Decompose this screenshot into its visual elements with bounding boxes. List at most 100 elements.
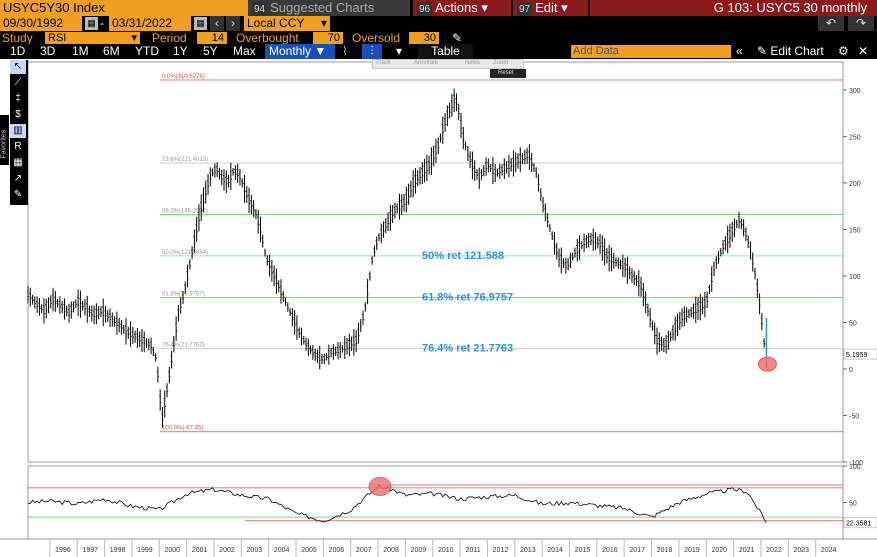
trend-icon[interactable]: ↗	[13, 173, 23, 184]
start-date-field[interactable]: 09/30/1992	[0, 16, 82, 31]
suggested-charts-button[interactable]: 94 Suggested Charts	[248, 0, 410, 18]
favorites-tab[interactable]: Favorites	[0, 115, 9, 165]
bar-chart-icon[interactable]: ⫶	[362, 44, 382, 59]
calendar-icon[interactable]: ▦	[194, 17, 207, 30]
calendar-icon[interactable]: ▦	[85, 17, 98, 30]
line-tool-icon[interactable]: ⟋	[14, 77, 22, 88]
next-arrow-icon[interactable]: ›	[226, 16, 240, 31]
rsi-last-value-label: 22.3581	[846, 521, 871, 528]
frequency-label: Monthly	[269, 44, 312, 58]
chevron-down-icon: ▾	[131, 32, 137, 44]
x-tick-label: 2010	[438, 547, 454, 554]
prev-arrow-icon[interactable]: ‹	[210, 16, 224, 31]
x-tick-label: 2009	[411, 547, 427, 554]
y-tick-label: 250	[849, 134, 861, 141]
chart-area[interactable]: -100 -50 0 50 100 150 200 250 300 50 100 1996 1997 19…	[0, 59, 877, 557]
actions-menu[interactable]: 96 Actions ▾	[413, 0, 511, 18]
y-tick-label: -50	[849, 413, 859, 420]
y-tick-label: 100	[849, 274, 861, 281]
reset-label: Reset	[498, 70, 514, 76]
period-button-1y[interactable]: 1Y	[173, 44, 188, 58]
edit-num: 97	[517, 2, 533, 18]
x-tick-label: 2000	[164, 547, 180, 554]
mini-annotate[interactable]: Annotate	[414, 60, 439, 66]
undo-icon[interactable]: ↶	[818, 16, 844, 31]
fibonacci-icon[interactable]: ‡	[15, 93, 21, 104]
rsi-peak-circle	[368, 476, 392, 496]
oversold-input[interactable]: 30	[409, 32, 439, 45]
redo-icon[interactable]: ↷	[848, 16, 874, 31]
collapse-icon[interactable]: «	[736, 44, 743, 58]
cursor-icon[interactable]: ↖	[10, 60, 26, 74]
x-tick-label: 2014	[547, 547, 563, 554]
x-tick-label: 2001	[192, 547, 208, 554]
reset-button[interactable]: Reset	[490, 69, 526, 78]
chevron-down-icon: ▾	[481, 0, 488, 15]
fib-annotation: 76.4% ret 21.7763	[422, 343, 513, 355]
y-tick-label: 200	[849, 181, 861, 188]
y-tick-label: 300	[849, 88, 861, 95]
grid-icon[interactable]: ▦	[13, 157, 23, 168]
x-tick-label: 2012	[493, 547, 509, 554]
frequency-select[interactable]: Monthly ▼	[265, 44, 335, 59]
x-tick-label: 2004	[274, 547, 290, 554]
edit-menu[interactable]: 97 Edit ▾	[513, 0, 588, 18]
mini-news[interactable]: News	[465, 60, 481, 66]
pencil-icon: ✎	[757, 44, 768, 58]
y-tick-label: -100	[849, 460, 863, 467]
actions-num: 96	[417, 2, 433, 18]
x-tick-label: 1999	[137, 547, 153, 554]
add-data-input[interactable]: Add Data	[571, 45, 731, 58]
period-button-5y[interactable]: 5Y	[203, 44, 218, 58]
edit-label: Edit	[535, 0, 558, 15]
close-icon[interactable]: ✕	[858, 44, 869, 58]
study-name: RSI	[48, 32, 67, 44]
mini-zoom[interactable]: Zoom	[493, 60, 509, 66]
r-tool-icon[interactable]: R	[14, 141, 22, 152]
period-button-ytd[interactable]: YTD	[135, 44, 159, 58]
x-tick-label: 1997	[82, 547, 98, 554]
period-button-6m[interactable]: 6M	[103, 44, 120, 58]
x-tick-label: 2015	[575, 547, 591, 554]
period-button-max[interactable]: Max	[233, 44, 256, 58]
title-bar: USYC5Y30 Index 94 Suggested Charts 96 Acti…	[0, 0, 877, 18]
x-tick-label: 2020	[711, 547, 727, 554]
fib-annotation: 61.8% ret 76.9757	[422, 291, 513, 303]
main-panel	[27, 61, 844, 463]
pencil-icon[interactable]: ✎	[452, 31, 463, 45]
overbought-input[interactable]: 70	[313, 32, 343, 45]
rsi-y-tick-label: 50	[849, 501, 857, 508]
period-button-1m[interactable]: 1M	[72, 44, 89, 58]
period-label: Period	[152, 31, 187, 45]
end-date-field[interactable]: 03/31/2022	[109, 16, 191, 31]
suggested-charts-num: 94	[252, 2, 268, 18]
x-tick-label: 2018	[657, 547, 673, 554]
period-button-1d[interactable]: 1D	[10, 44, 26, 58]
rsi-last-value-badge	[843, 517, 877, 529]
x-tick-label: 2024	[821, 547, 837, 554]
ticker-field[interactable]: USYC5Y30 Index	[0, 0, 248, 16]
currency-label: Local CCY	[247, 16, 305, 30]
period-input[interactable]: 14	[197, 32, 227, 45]
study-select[interactable]: RSI ▾	[45, 32, 140, 45]
pen-icon[interactable]: ✎	[13, 189, 23, 200]
currency-select[interactable]: Local CCY ▾	[244, 16, 330, 31]
last-value-label: 5.1959	[846, 352, 868, 359]
y-tick-label: 150	[849, 227, 861, 234]
price-chart: -100 -50 0 50 100 150 200 250 300 50 100 1996 1997 19…	[0, 61, 877, 557]
settings-icon[interactable]: ⚙	[838, 44, 849, 58]
mini-track[interactable]: Track	[376, 60, 391, 66]
period-button-3d[interactable]: 3D	[40, 44, 56, 58]
dollar-icon[interactable]: $	[15, 109, 21, 120]
table-button[interactable]: Table	[418, 44, 473, 59]
chevron-down-icon[interactable]: ▾	[396, 44, 403, 58]
rsi-panel	[27, 465, 844, 540]
line-chart-icon[interactable]: ⌇	[342, 44, 348, 58]
edit-chart-button[interactable]: ✎ Edit Chart	[757, 44, 824, 59]
x-tick-label: 2007	[356, 547, 372, 554]
fib-label: 50.0%(121.5884)	[162, 250, 208, 256]
x-tick-label: 2002	[219, 547, 235, 554]
drawing-toolbar: ↖ ⟋ ‡ $ ▥ R ▦ ↗ ✎	[10, 60, 28, 205]
bar-icon[interactable]: ▥	[10, 124, 26, 138]
mini-toolbar: Track Annotate News Zoom	[372, 59, 524, 69]
